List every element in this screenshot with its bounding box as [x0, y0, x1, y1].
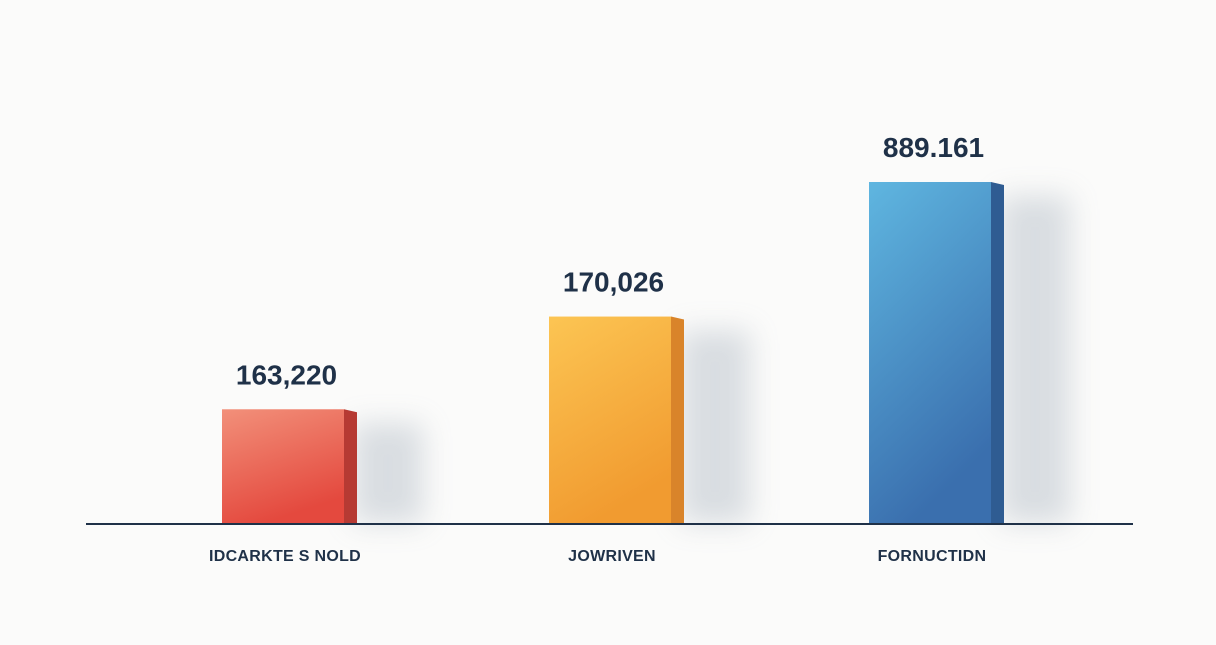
category-label: FORNUCTIDN: [878, 548, 987, 565]
bars: [222, 182, 1004, 523]
bar-shadows: [353, 196, 1070, 523]
bar-side-face: [991, 182, 1004, 523]
labels: 163,220 IDCARKTE S NOLD 170,026 JOWRIVEN 889…: [209, 132, 986, 565]
bar-shadow: [353, 423, 423, 523]
bar-side-face: [671, 316, 684, 523]
bar-value-label: 170,026: [563, 267, 664, 298]
bar-shadow: [680, 330, 750, 523]
bar-shadow: [1000, 196, 1070, 523]
bar: [222, 409, 344, 523]
bar-side-face: [344, 409, 357, 523]
category-label: IDCARKTE S NOLD: [209, 548, 361, 565]
bar-value-label: 889.161: [883, 132, 984, 163]
bar: [549, 316, 671, 523]
bar-value-label: 163,220: [236, 359, 337, 390]
category-label: JOWRIVEN: [568, 548, 656, 565]
bar: [869, 182, 991, 523]
